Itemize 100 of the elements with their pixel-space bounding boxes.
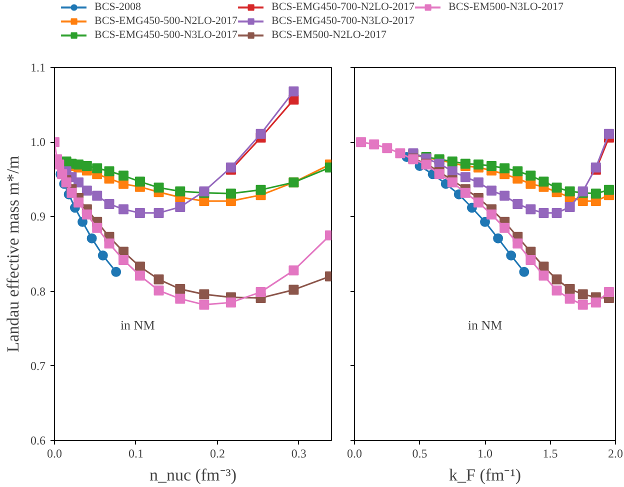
point	[500, 222, 510, 233]
point	[356, 137, 366, 148]
y-tick-label: 0.8	[30, 284, 46, 298]
legend-label: BCS-EMG450-700-N3LO-2017	[272, 14, 415, 28]
x-tick-label: 0.2	[210, 446, 225, 460]
legend-label: BCS-EMG450-500-N3LO-2017	[94, 28, 238, 42]
point	[256, 184, 266, 195]
point	[288, 284, 299, 295]
point	[175, 294, 186, 304]
x-tick-label: 1.5	[542, 446, 558, 460]
point	[226, 297, 236, 308]
point	[92, 222, 102, 233]
point	[154, 182, 164, 193]
point	[134, 176, 145, 187]
point	[460, 172, 470, 182]
y-tick-label: 0.6	[30, 434, 46, 448]
point	[434, 169, 444, 180]
point	[590, 162, 601, 172]
point	[111, 266, 122, 277]
point	[512, 199, 523, 210]
point	[154, 274, 164, 284]
point	[538, 176, 549, 187]
point	[578, 300, 588, 310]
point	[512, 166, 523, 176]
point	[552, 286, 562, 296]
point	[86, 233, 97, 244]
point	[480, 216, 490, 227]
point	[175, 284, 186, 294]
x-axis-title: k_F (fm⁻¹)	[448, 466, 522, 484]
y-tick-label: 0.7	[30, 358, 46, 373]
y-axis-title: Landau effective mass m*/m	[4, 156, 22, 352]
legend-label: BCS-2008	[94, 0, 142, 14]
point	[382, 143, 392, 154]
y-tick-label: 0.9	[30, 210, 46, 224]
point	[604, 184, 614, 195]
point	[118, 254, 129, 265]
y-tick-label: 1.1	[30, 60, 46, 74]
point	[564, 202, 575, 212]
point	[104, 238, 114, 249]
point	[552, 182, 562, 193]
point	[447, 166, 458, 176]
point	[369, 139, 380, 150]
point	[134, 208, 145, 218]
point	[134, 270, 145, 281]
point	[564, 284, 575, 294]
point	[590, 297, 601, 308]
point	[486, 209, 497, 220]
point	[506, 250, 516, 260]
point	[118, 170, 129, 181]
point	[92, 163, 102, 174]
point	[526, 204, 536, 214]
point	[175, 202, 186, 212]
legend-label: BCS-EM500-N3LO-2017	[448, 0, 564, 14]
point	[526, 254, 536, 265]
point	[199, 300, 210, 310]
annotation: in NM	[120, 317, 156, 332]
point	[473, 159, 484, 170]
point	[104, 199, 114, 210]
point	[460, 188, 470, 198]
x-tick-label: 2.0	[608, 446, 623, 460]
y-tick-label: 1.0	[30, 135, 46, 150]
x-tick-label: 0.0	[47, 446, 62, 460]
point	[66, 188, 77, 198]
point	[395, 148, 406, 158]
legend-label: BCS-EMG450-500-N2LO-2017	[94, 14, 238, 28]
point	[538, 208, 549, 218]
point	[473, 177, 484, 188]
point	[256, 128, 266, 139]
point	[226, 188, 236, 199]
point	[199, 289, 210, 300]
point	[288, 265, 299, 276]
point	[564, 294, 575, 304]
point	[82, 186, 92, 196]
point	[288, 86, 299, 96]
legend-label: BCS-EMG450-700-N2LO-2017	[272, 0, 415, 14]
point	[493, 233, 504, 244]
point	[486, 160, 497, 171]
point	[256, 287, 266, 298]
point	[82, 160, 92, 171]
point	[500, 190, 510, 201]
x-tick-label: 1.0	[478, 446, 492, 460]
point	[564, 186, 575, 196]
point	[552, 274, 562, 284]
point	[604, 128, 614, 139]
point	[512, 238, 523, 249]
point	[526, 170, 536, 181]
point	[519, 266, 530, 277]
point	[473, 198, 484, 208]
point	[104, 166, 114, 176]
x-tick-label: 0.5	[412, 446, 428, 460]
point	[82, 209, 92, 220]
point	[118, 204, 129, 214]
legend-label: BCS-EM500-N2LO-2017	[272, 28, 386, 42]
x-tick-label: 0.0	[347, 446, 362, 460]
x-axis-title: n_nuc (fm⁻³)	[149, 466, 237, 484]
point	[92, 190, 102, 201]
point	[604, 287, 614, 298]
x-tick-label: 0.1	[128, 446, 144, 460]
point	[54, 159, 64, 170]
point	[486, 186, 497, 196]
